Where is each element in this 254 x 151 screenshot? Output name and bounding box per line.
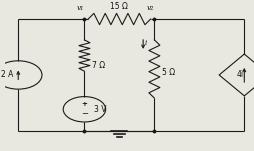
Text: 7 Ω: 7 Ω	[91, 61, 104, 70]
Text: 15 Ω: 15 Ω	[110, 2, 128, 11]
Text: 5 Ω: 5 Ω	[161, 68, 174, 77]
Text: 3 V: 3 V	[94, 105, 106, 114]
Text: 4i: 4i	[236, 71, 243, 79]
Text: i: i	[144, 39, 146, 47]
Text: 2 A: 2 A	[1, 71, 14, 79]
Text: v₁: v₁	[77, 4, 84, 12]
Text: v₂: v₂	[147, 4, 154, 12]
Text: −: −	[81, 110, 88, 119]
Text: +: +	[81, 101, 87, 108]
